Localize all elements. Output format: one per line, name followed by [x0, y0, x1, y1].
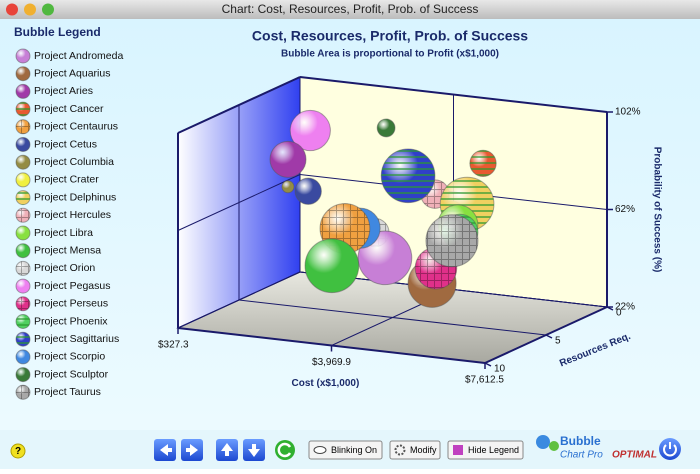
- bubble: [15, 66, 31, 82]
- grid-line: [238, 299, 547, 336]
- y-tick-label: 62%: [615, 204, 635, 215]
- arrow-icon: [221, 443, 233, 456]
- bubble: [269, 140, 307, 178]
- minimize-button[interactable]: [24, 3, 36, 16]
- blink-button[interactable]: [308, 440, 383, 460]
- legend-title: Bubble Legend: [14, 25, 101, 39]
- logo-bubble: [536, 435, 550, 449]
- axis-line: [177, 327, 486, 364]
- bubble: [281, 180, 295, 194]
- title-bar: [0, 0, 700, 19]
- refresh-icon: [277, 442, 292, 458]
- logo-bubble: [549, 441, 559, 451]
- bubble-pattern: [381, 148, 435, 203]
- logo-edition: OPTIMAL: [612, 450, 657, 461]
- legend-label: Project Sculptor: [34, 368, 109, 380]
- bubble: [15, 367, 31, 383]
- legend-label: Project Andromeda: [34, 50, 123, 62]
- x-axis-title: Cost (x$1,000): [292, 378, 360, 389]
- help-button[interactable]: [10, 443, 26, 459]
- arrow-icon: [186, 444, 198, 456]
- bubble-pattern: [16, 119, 30, 134]
- bubble: [15, 278, 31, 294]
- arrow-icon: [160, 444, 172, 456]
- logo-word: Bubble: [560, 434, 601, 448]
- close-button[interactable]: [6, 3, 18, 16]
- legend-label: Project Delphinus: [34, 191, 116, 203]
- bubble: [294, 177, 322, 205]
- bubble: [15, 154, 31, 170]
- legend-label: Project Mensa: [34, 244, 101, 256]
- blink-label: Blinking On: [331, 445, 377, 455]
- bubble-pattern: [16, 261, 30, 276]
- legend-label: Project Sagittarius: [34, 333, 119, 345]
- x-tick-label: $3,969.9: [312, 357, 351, 368]
- axis-line: [177, 76, 301, 134]
- bubble: [376, 118, 396, 138]
- z-tick-label: 0: [616, 308, 622, 319]
- eye-icon: [313, 446, 327, 454]
- bubble-pattern: [16, 208, 30, 223]
- legend-label: Hide Legend: [468, 445, 519, 455]
- legend-label: Project Aquarius: [34, 67, 110, 79]
- bubble: [15, 225, 31, 241]
- bubble: [304, 238, 360, 294]
- y-axis-title: Probability of Success (%): [651, 147, 662, 273]
- legend-label: Project Columbia: [34, 156, 114, 168]
- legend-label: Project Hercules: [34, 209, 111, 221]
- legend-label: Project Cetus: [34, 138, 97, 150]
- x-tick-label: $327.3: [158, 340, 189, 351]
- nav-buttons: [154, 439, 295, 461]
- logo-product: Chart Pro: [560, 450, 603, 461]
- legend-label: Project Cancer: [34, 103, 104, 115]
- bubble: [15, 137, 31, 152]
- y-tick-label: 102%: [615, 107, 641, 118]
- zoom-button[interactable]: [42, 3, 54, 16]
- gear-icon: [394, 444, 406, 456]
- bubble-pattern: [16, 385, 30, 400]
- legend-label: Project Perseus: [34, 298, 108, 310]
- modify-label: Modify: [410, 445, 437, 455]
- bubble: [15, 48, 31, 64]
- chart-subtitle: Bubble Area is proportional to Profit (x…: [281, 49, 499, 60]
- window-title: Chart: Cost, Resources, Profit, Prob. of…: [222, 2, 479, 16]
- legend-label: Project Orion: [34, 262, 95, 274]
- bubble: [15, 172, 31, 188]
- bubble: [15, 83, 31, 99]
- z-tick-label: 5: [555, 336, 561, 347]
- legend-label: Project Phoenix: [34, 315, 108, 327]
- bubble-pattern: [16, 102, 30, 117]
- arrow-icon: [248, 444, 260, 457]
- bubble-pattern: [469, 150, 497, 177]
- legend-label: Project Taurus: [34, 386, 101, 398]
- legend-label: Project Aries: [34, 85, 93, 97]
- y-tick-label: 22%: [615, 302, 635, 313]
- bubble-pattern: [16, 296, 30, 311]
- bubble: [289, 109, 331, 152]
- legend-button[interactable]: [447, 440, 524, 460]
- legend-label: Project Scorpio: [34, 351, 105, 363]
- bubble-pattern: [16, 314, 30, 329]
- help-label: ?: [15, 446, 21, 457]
- axis-line: [484, 306, 608, 364]
- legend-label: Project Pegasus: [34, 280, 110, 292]
- power-icon: [663, 442, 677, 457]
- axis-line: [299, 76, 608, 113]
- x-tick-label: $7,612.5: [465, 375, 504, 386]
- bubble: [15, 243, 31, 259]
- legend-label: Project Libra: [34, 227, 93, 239]
- z-tick-label: 10: [494, 364, 506, 375]
- bubble-pattern: [425, 214, 478, 267]
- bubble-pattern: [16, 332, 30, 347]
- legend-label: Project Crater: [34, 174, 99, 186]
- bubble-pattern: [16, 190, 30, 205]
- bubble: [15, 349, 31, 365]
- tick-mark: [606, 306, 614, 311]
- legend-icon: [453, 445, 463, 455]
- chart-title: Cost, Resources, Profit, Prob. of Succes…: [252, 28, 528, 44]
- legend-label: Project Centaurus: [34, 121, 118, 133]
- plot: 22% 62% 102% $327.3 $3,969.9 $7,612.5 0 5 10 Cost…: [158, 76, 662, 389]
